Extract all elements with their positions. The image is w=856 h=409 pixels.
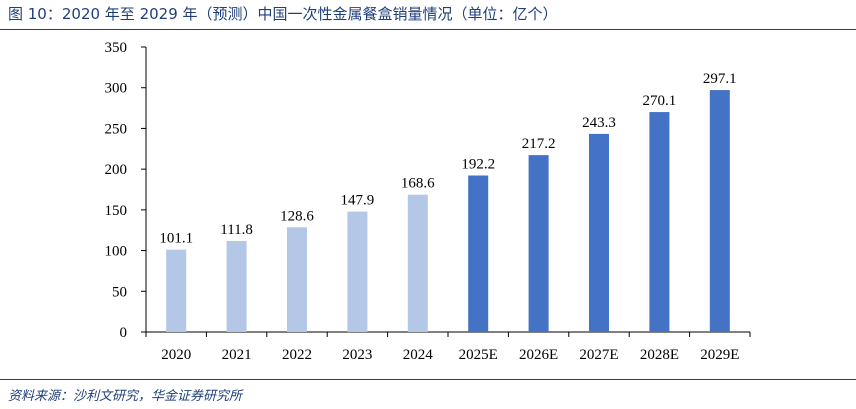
value-label-2024: 168.6: [401, 176, 435, 192]
source-note: 资料来源：沙利文研究，华金证券研究所: [8, 389, 243, 404]
bar-2022: [287, 227, 307, 332]
y-tick-label: 100: [105, 244, 128, 260]
x-axis: 2020 2021 2022 2023 2024 2025E 2026E 2027E 2028E…: [145, 331, 751, 363]
value-label-2027E: 243.3: [582, 115, 616, 131]
x-tick-label-2021: 2021: [222, 347, 252, 363]
header-divider: [0, 29, 856, 30]
bar-forecast-2028E: [649, 112, 670, 332]
y-tick-label: 300: [105, 81, 128, 97]
y-tick-label: 200: [105, 162, 128, 178]
x-tick-label-2027E: 2027E: [579, 347, 618, 363]
bar-forecast-2025E: [468, 175, 489, 332]
value-label-2028E: 270.1: [643, 93, 677, 109]
y-tick-label: 0: [120, 325, 128, 341]
y-tick-label: 350: [105, 40, 128, 56]
value-label-2025E: 192.2: [461, 156, 495, 172]
bar-2021: [226, 240, 247, 332]
value-label-2022: 128.6: [280, 208, 314, 224]
x-tick-label-2022: 2022: [282, 347, 312, 363]
y-tick-label: 150: [105, 203, 128, 219]
figure-title: 图 10：2020 年至 2029 年（预测）中国一次性金属餐盒销量情况（单位：…: [8, 5, 558, 23]
x-tick-label-2025E: 2025E: [459, 347, 498, 363]
bar-series: [166, 90, 730, 332]
x-tick-label-2024: 2024: [403, 347, 434, 363]
footer-divider: [0, 379, 856, 380]
x-tick-label-2029E: 2029E: [700, 347, 739, 363]
bar-forecast-2026E: [528, 155, 549, 332]
y-tick-label: 250: [105, 121, 128, 137]
bar-forecast-2029E: [709, 90, 730, 332]
y-tick-label: 50: [112, 284, 127, 300]
bar-2024: [407, 194, 428, 332]
value-label-2026E: 217.2: [522, 136, 556, 152]
value-label-2029E: 297.1: [703, 71, 737, 87]
x-tick-label-2023: 2023: [342, 347, 372, 363]
value-label-2023: 147.9: [341, 193, 375, 209]
y-axis: 0 50 100 150 200 250 300 350: [105, 40, 147, 341]
bar-2020: [166, 249, 187, 332]
data-labels: 101.1 111.8 128.6 147.9 168.6 192.2 217.2 243.3…: [159, 71, 736, 247]
x-tick-label-2026E: 2026E: [519, 347, 558, 363]
value-label-2020: 101.1: [159, 231, 193, 247]
value-label-2021: 111.8: [220, 222, 253, 238]
x-tick-label-2020: 2020: [161, 347, 191, 363]
bar-2023: [347, 211, 368, 332]
x-tick-label-2028E: 2028E: [640, 347, 679, 363]
bar-forecast-2027E: [589, 133, 609, 332]
